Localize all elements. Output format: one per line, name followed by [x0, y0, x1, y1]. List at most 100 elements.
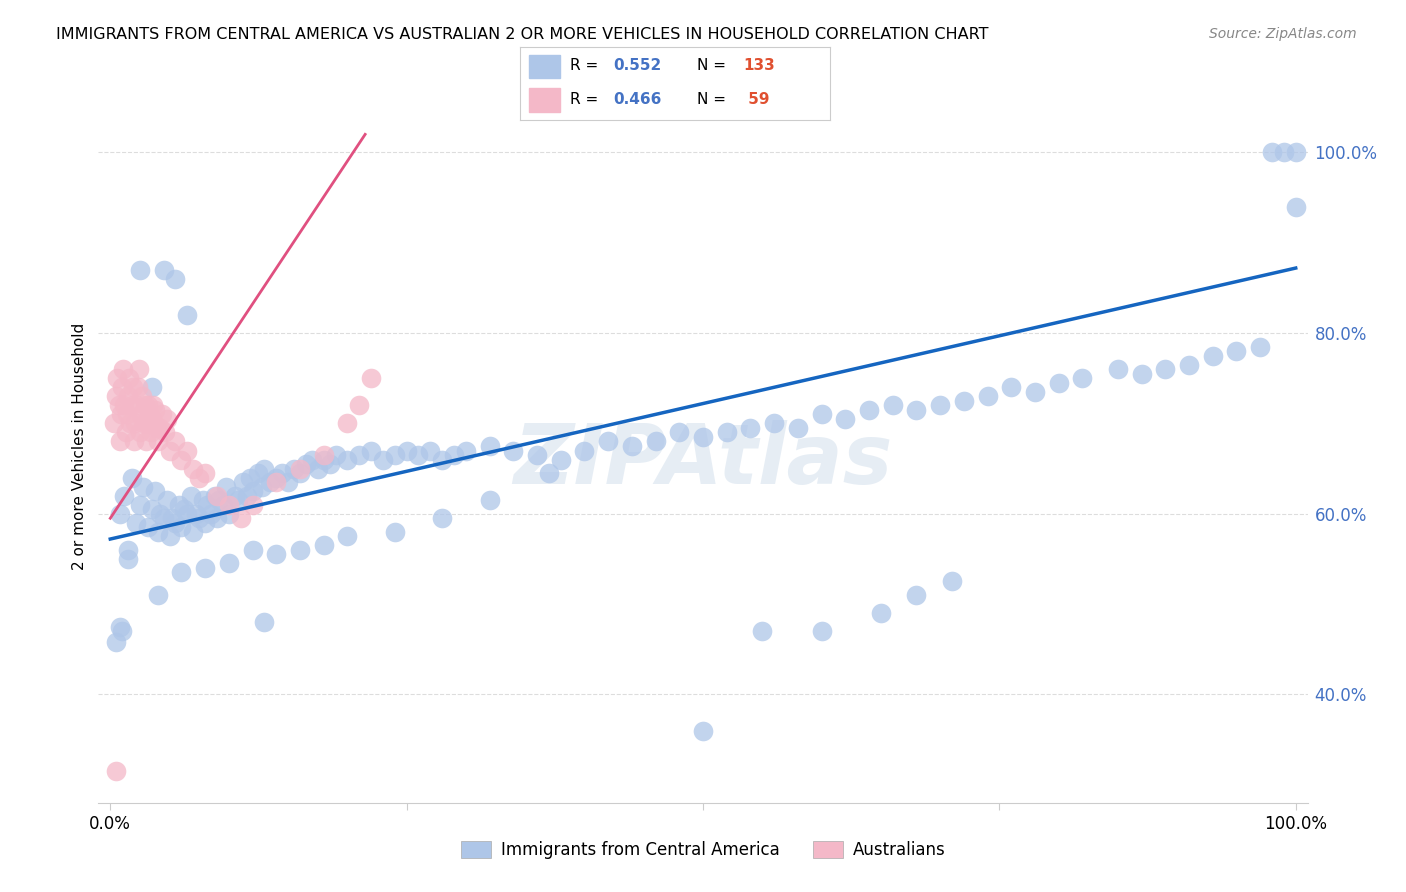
Point: [259, 475, 281, 490]
Point: [143, 402, 166, 417]
Point: [537, 466, 560, 480]
Point: [136, 417, 159, 431]
Point: [247, 466, 270, 480]
Point: [146, 588, 169, 602]
Point: [117, 389, 139, 403]
Point: [165, 434, 187, 449]
Point: [288, 466, 311, 480]
Point: [644, 434, 666, 449]
Point: [103, 417, 125, 431]
Text: 0.466: 0.466: [613, 92, 661, 107]
Point: [149, 421, 172, 435]
Point: [120, 417, 142, 431]
Point: [242, 542, 264, 557]
Point: [253, 461, 276, 475]
Point: [204, 489, 226, 503]
Point: [432, 511, 454, 525]
Bar: [530, 88, 561, 112]
Point: [336, 417, 359, 431]
Point: [224, 489, 246, 503]
Point: [105, 764, 128, 779]
Point: [598, 434, 620, 449]
Point: [929, 398, 952, 412]
Point: [810, 624, 832, 639]
Point: [181, 524, 204, 539]
Point: [952, 393, 974, 408]
Point: [114, 489, 136, 503]
Point: [1024, 384, 1046, 399]
Point: [142, 398, 165, 412]
Point: [194, 561, 217, 575]
Point: [395, 443, 418, 458]
Point: [136, 398, 159, 412]
Point: [574, 443, 596, 458]
Point: [129, 408, 152, 422]
Point: [176, 443, 198, 458]
Text: R =: R =: [569, 92, 603, 107]
Point: [740, 421, 762, 435]
Point: [312, 452, 335, 467]
Point: [208, 493, 231, 508]
Point: [307, 461, 329, 475]
Point: [1107, 362, 1129, 376]
Point: [145, 421, 167, 435]
Point: [1130, 367, 1153, 381]
Point: [283, 461, 305, 475]
Point: [108, 434, 131, 449]
Point: [128, 362, 150, 376]
Point: [347, 448, 370, 462]
Point: [1249, 340, 1271, 354]
Point: [288, 542, 311, 557]
Point: [264, 548, 287, 562]
Point: [751, 624, 773, 639]
Text: ZIPAtlas: ZIPAtlas: [513, 420, 893, 500]
Point: [478, 493, 501, 508]
Y-axis label: 2 or more Vehicles in Household: 2 or more Vehicles in Household: [72, 322, 87, 570]
Point: [205, 511, 228, 525]
Point: [200, 507, 222, 521]
Point: [156, 493, 179, 508]
Point: [184, 507, 207, 521]
Point: [132, 480, 155, 494]
Point: [159, 443, 181, 458]
Point: [117, 552, 139, 566]
Point: [146, 524, 169, 539]
Point: [139, 425, 162, 440]
Point: [347, 398, 370, 412]
Point: [129, 263, 152, 277]
Point: [432, 452, 454, 467]
Point: [235, 489, 257, 503]
Point: [152, 408, 174, 422]
Point: [1178, 358, 1201, 372]
Point: [384, 448, 406, 462]
Point: [318, 457, 340, 471]
Point: [1202, 349, 1225, 363]
Text: Source: ZipAtlas.com: Source: ZipAtlas.com: [1209, 27, 1357, 41]
Point: [191, 493, 214, 508]
Point: [1261, 145, 1284, 160]
Point: [122, 434, 145, 449]
Point: [165, 516, 187, 530]
Point: [1154, 362, 1177, 376]
Point: [763, 417, 786, 431]
Point: [132, 417, 155, 431]
Point: [229, 511, 252, 525]
Point: [232, 475, 254, 490]
Point: [110, 408, 132, 422]
Point: [176, 308, 198, 322]
Point: [905, 588, 928, 602]
Point: [550, 452, 572, 467]
Point: [239, 470, 262, 484]
Point: [152, 263, 174, 277]
Point: [271, 466, 294, 480]
Point: [170, 520, 193, 534]
Point: [121, 398, 143, 412]
Point: [153, 425, 176, 440]
Point: [138, 408, 160, 422]
Point: [226, 493, 249, 508]
Point: [218, 557, 240, 571]
Point: [111, 380, 134, 394]
Point: [786, 421, 808, 435]
Point: [146, 434, 169, 449]
Point: [118, 371, 141, 385]
